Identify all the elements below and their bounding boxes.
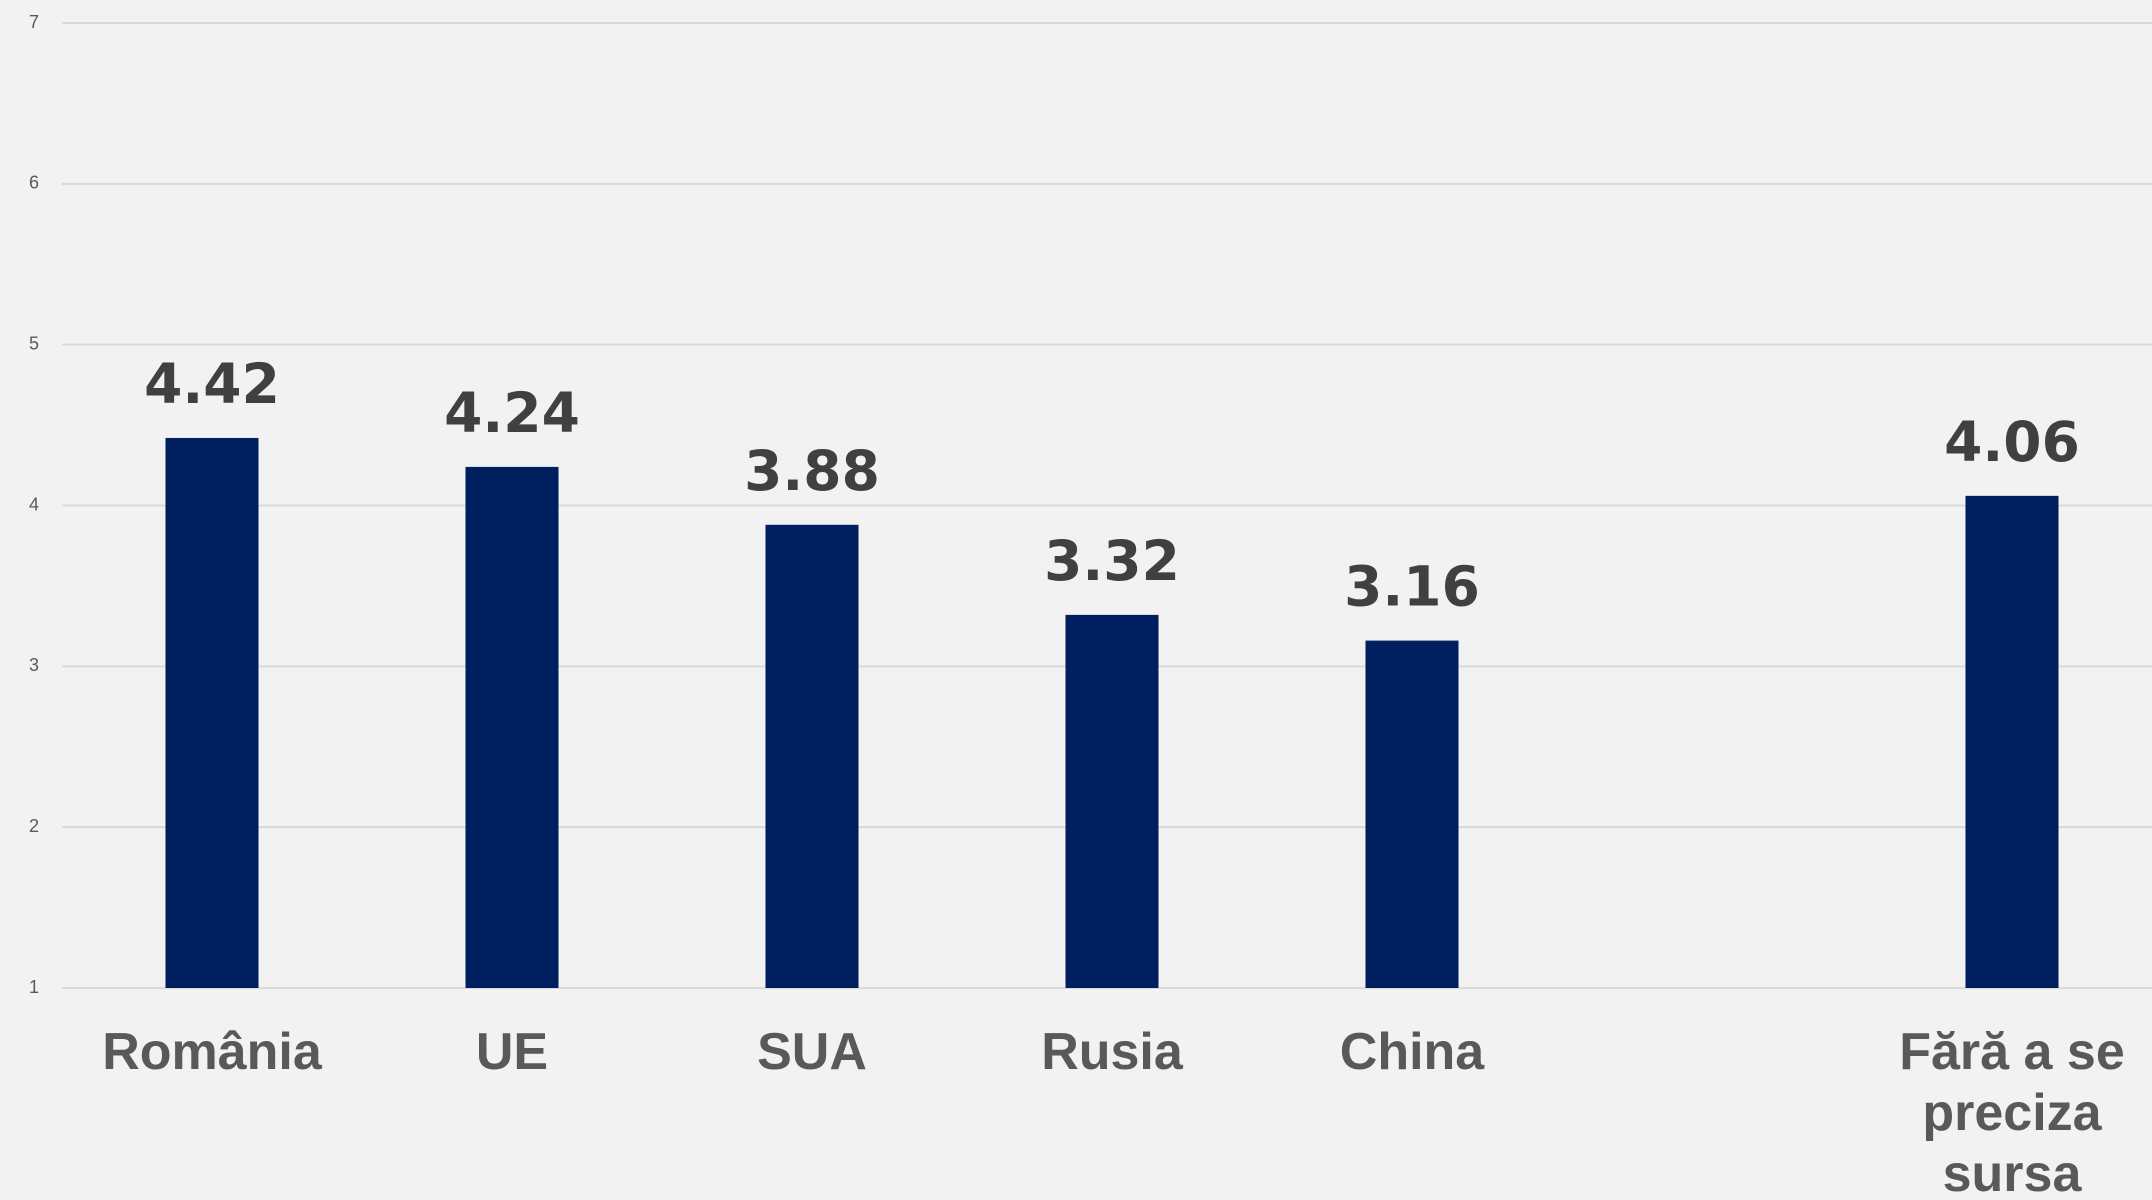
- x-tick-label: SUA: [757, 1023, 867, 1081]
- y-tick-label: 2: [29, 816, 39, 836]
- y-tick-label: 7: [29, 12, 39, 32]
- y-tick-label: 1: [29, 977, 39, 997]
- bar: [1065, 614, 1159, 988]
- y-tick-label: 3: [29, 655, 39, 675]
- value-label: 4.06: [1944, 410, 2080, 474]
- bar: [1365, 640, 1459, 988]
- x-tick-label: România: [102, 1023, 322, 1081]
- y-tick-label: 6: [29, 173, 39, 193]
- value-label: 3.16: [1344, 555, 1480, 619]
- bar: [165, 437, 259, 988]
- bar: [465, 466, 559, 988]
- value-label: 4.42: [144, 352, 280, 416]
- bar: [765, 524, 859, 988]
- x-tick-label: China: [1339, 1023, 1485, 1081]
- bar: [1965, 495, 2059, 988]
- value-label: 3.88: [744, 439, 880, 503]
- x-tick-label: Fără a se preciza sursa: [1899, 1023, 2125, 1200]
- y-tick-label: 5: [29, 333, 39, 353]
- x-tick-label: UE: [475, 1023, 549, 1081]
- value-label: 3.32: [1044, 529, 1180, 593]
- value-label: 4.24: [444, 381, 580, 445]
- y-tick-label: 4: [29, 494, 39, 514]
- x-tick-label: Rusia: [1041, 1023, 1183, 1081]
